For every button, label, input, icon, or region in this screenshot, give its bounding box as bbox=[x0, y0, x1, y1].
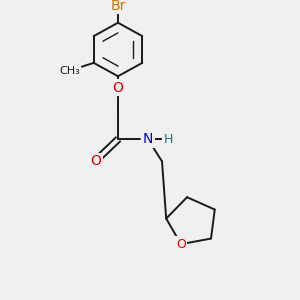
Text: O: O bbox=[176, 238, 186, 250]
Text: N: N bbox=[143, 132, 153, 146]
Text: O: O bbox=[112, 81, 123, 95]
Text: O: O bbox=[91, 154, 101, 168]
Text: Br: Br bbox=[110, 0, 126, 13]
Text: H: H bbox=[163, 133, 173, 146]
Text: CH₃: CH₃ bbox=[59, 65, 80, 76]
